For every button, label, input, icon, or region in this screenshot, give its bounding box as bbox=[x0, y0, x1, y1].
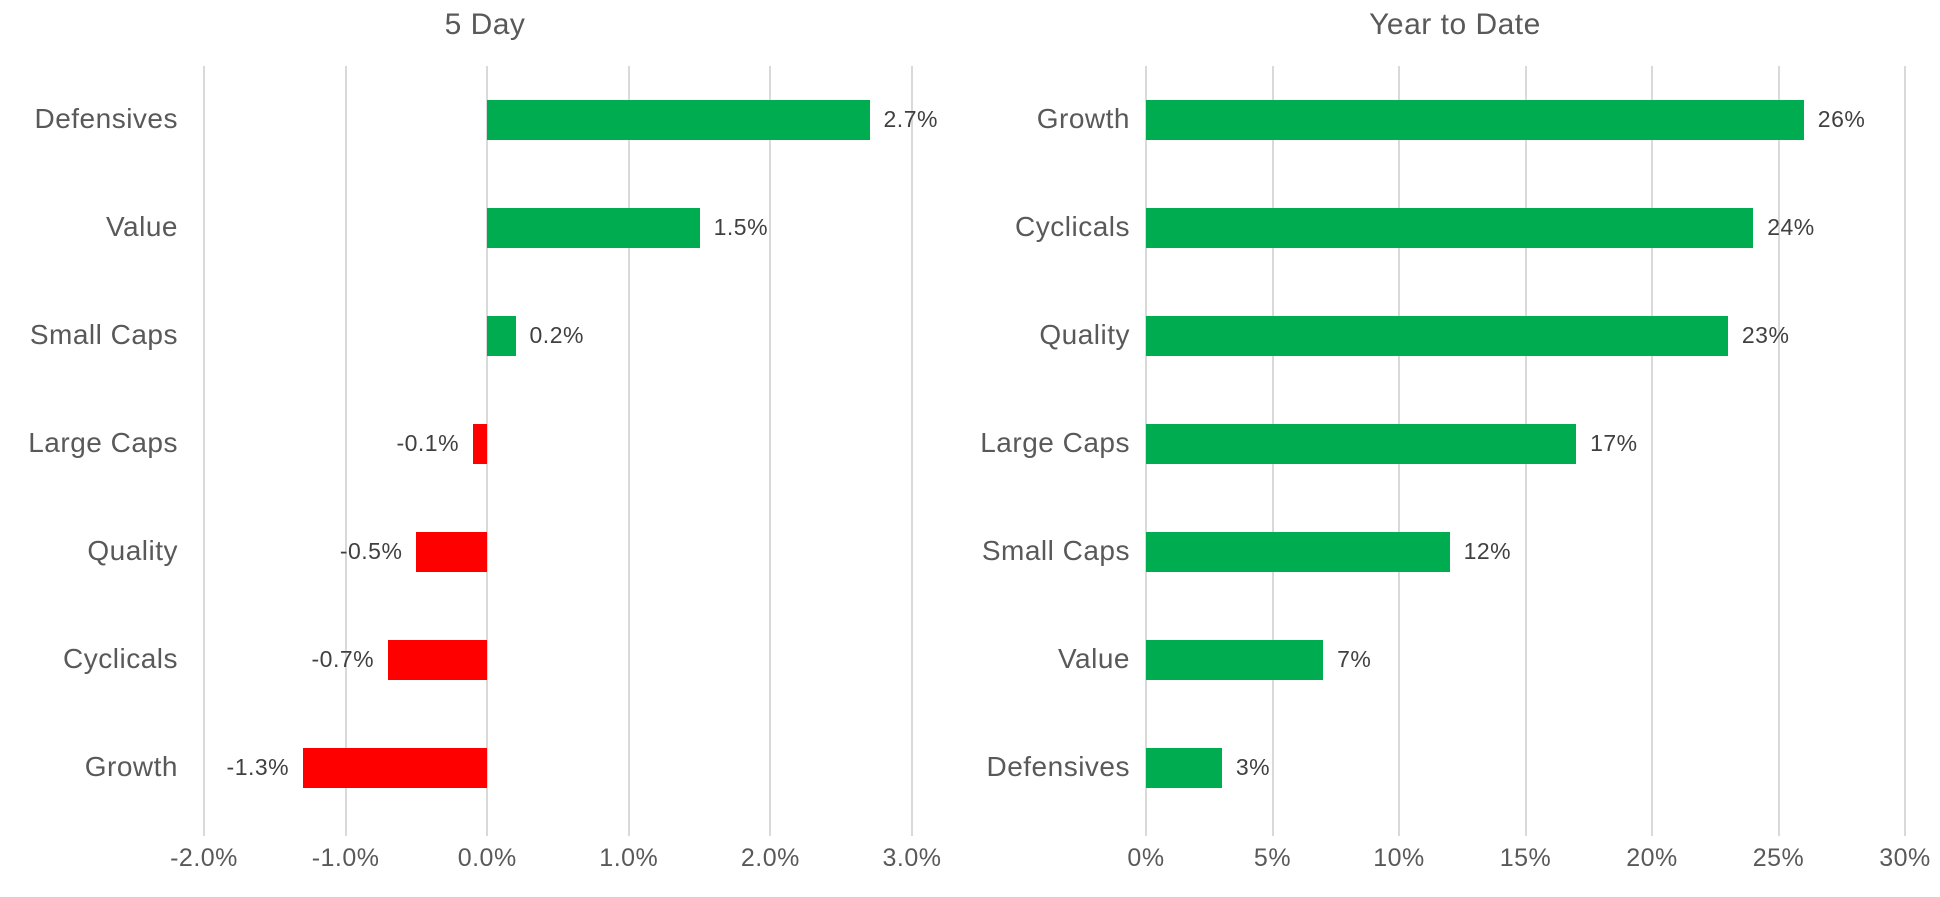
gridline bbox=[769, 66, 772, 836]
x-axis-tick-label: 0% bbox=[1127, 844, 1165, 872]
category-label: Growth bbox=[1036, 103, 1130, 134]
x-axis-tick-label: 1.0% bbox=[599, 844, 659, 872]
bar-large-caps bbox=[473, 424, 488, 464]
gridline bbox=[1651, 66, 1653, 836]
bar-value bbox=[1146, 640, 1324, 680]
bar-small-caps bbox=[487, 316, 516, 356]
category-label: Cyclicals bbox=[63, 643, 178, 674]
bar-quality bbox=[416, 532, 488, 572]
data-label: 7% bbox=[1337, 646, 1372, 672]
category-label: Large Caps bbox=[28, 427, 178, 458]
data-label: 12% bbox=[1463, 538, 1512, 564]
category-label: Small Caps bbox=[981, 535, 1130, 566]
gridline bbox=[911, 66, 913, 836]
data-label: 26% bbox=[1817, 106, 1866, 132]
gridline bbox=[627, 66, 630, 836]
chart-year-to-date: Year to Date 0% 5% 10% 15% 20% 25% 30% Growth 26… bbox=[970, 0, 1940, 897]
x-axis-tick-label: 20% bbox=[1626, 844, 1678, 872]
gridline bbox=[203, 66, 205, 836]
gridline bbox=[1904, 66, 1906, 836]
data-label: -1.3% bbox=[226, 754, 290, 780]
data-label: 1.5% bbox=[713, 214, 769, 240]
chart-title-5-day: 5 Day bbox=[444, 8, 526, 41]
bar-cyclicals bbox=[1146, 208, 1754, 248]
gridline bbox=[486, 66, 489, 836]
x-axis-tick-label: 0.0% bbox=[457, 844, 517, 872]
category-label: Quality bbox=[87, 535, 178, 566]
data-label: -0.5% bbox=[339, 538, 403, 564]
bar-large-caps bbox=[1146, 424, 1577, 464]
data-label: 0.2% bbox=[529, 322, 584, 348]
category-label: Quality bbox=[1039, 319, 1130, 350]
category-label: Small Caps bbox=[29, 319, 178, 350]
chart-5-day: 5 Day -2.0% -1.0% 0.0% 1.0% 2.0% 3.0% Defensiv… bbox=[28, 8, 942, 872]
bar-quality bbox=[1146, 316, 1728, 356]
data-label: 24% bbox=[1767, 214, 1815, 240]
x-axis-tick-label: 10% bbox=[1373, 844, 1425, 872]
data-label: -0.7% bbox=[311, 646, 375, 672]
x-axis-tick-label: 15% bbox=[1499, 844, 1552, 872]
x-axis-tick-label: 5% bbox=[1253, 844, 1292, 872]
bar-growth bbox=[303, 748, 488, 788]
data-label: 3% bbox=[1235, 754, 1271, 780]
x-axis-tick-label: -1.0% bbox=[311, 844, 380, 872]
category-label: Defensives bbox=[34, 103, 178, 134]
category-label: Cyclicals bbox=[1015, 211, 1130, 242]
gridline bbox=[1777, 66, 1780, 836]
category-label: Large Caps bbox=[980, 427, 1130, 458]
bar-defensives bbox=[487, 100, 870, 140]
x-axis-tick-label: 3.0% bbox=[882, 844, 942, 872]
x-axis-tick-label: 25% bbox=[1752, 844, 1805, 872]
bar-small-caps bbox=[1146, 532, 1450, 572]
category-label: Value bbox=[1057, 643, 1130, 674]
data-label: 2.7% bbox=[883, 106, 938, 132]
bar-defensives bbox=[1146, 748, 1222, 788]
gridline bbox=[344, 66, 347, 836]
bar-growth bbox=[1146, 100, 1804, 140]
category-label: Defensives bbox=[986, 751, 1130, 782]
bar-value bbox=[487, 208, 700, 248]
category-label: Growth bbox=[84, 751, 178, 782]
x-axis-tick-label: 2.0% bbox=[740, 844, 800, 872]
bar-cyclicals bbox=[388, 640, 488, 680]
x-axis-tick-label: -2.0% bbox=[170, 844, 238, 872]
x-axis-tick-label: 30% bbox=[1879, 844, 1931, 872]
chart-title-year-to-date: Year to Date bbox=[1369, 8, 1541, 41]
data-label: 17% bbox=[1590, 430, 1638, 456]
data-label: -0.1% bbox=[396, 430, 460, 456]
data-label: 23% bbox=[1741, 322, 1790, 348]
category-label: Value bbox=[105, 211, 178, 242]
